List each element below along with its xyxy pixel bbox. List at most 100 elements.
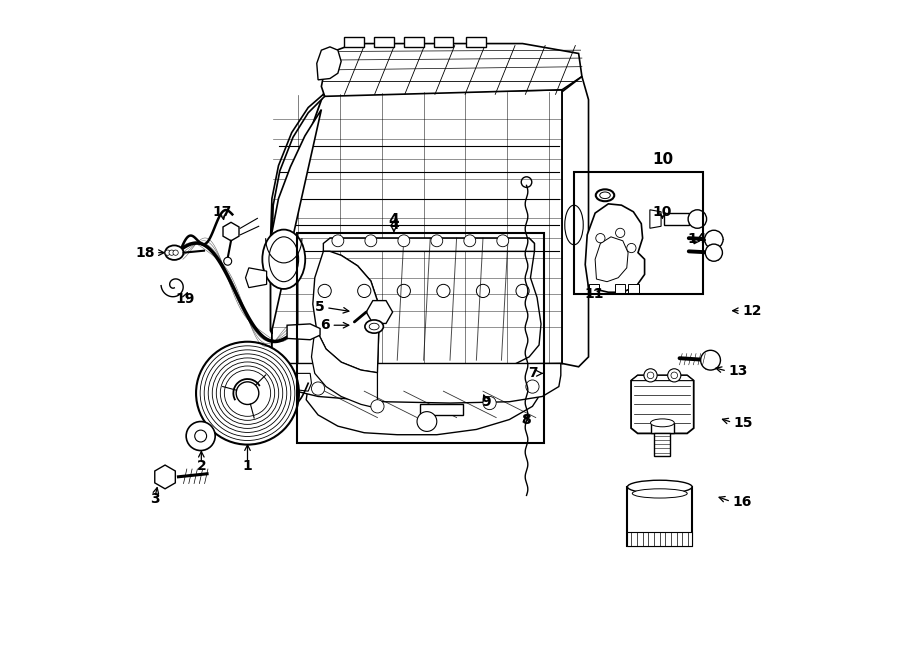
Ellipse shape <box>165 245 184 260</box>
Circle shape <box>357 284 371 297</box>
Circle shape <box>476 284 490 297</box>
Circle shape <box>671 372 678 379</box>
Circle shape <box>417 412 436 432</box>
Circle shape <box>705 230 723 249</box>
Polygon shape <box>223 222 239 241</box>
Ellipse shape <box>269 237 299 282</box>
Polygon shape <box>420 405 464 415</box>
Polygon shape <box>323 238 535 251</box>
Circle shape <box>647 372 653 379</box>
Circle shape <box>688 210 706 228</box>
Polygon shape <box>562 77 589 367</box>
Circle shape <box>516 284 529 297</box>
Ellipse shape <box>633 488 688 498</box>
Text: 7: 7 <box>528 366 537 380</box>
Circle shape <box>318 284 331 297</box>
Bar <box>627 531 692 546</box>
Circle shape <box>371 400 384 413</box>
Bar <box>589 284 599 294</box>
Circle shape <box>186 422 215 451</box>
Polygon shape <box>274 364 561 403</box>
Circle shape <box>497 235 508 247</box>
Bar <box>574 173 703 294</box>
Polygon shape <box>404 37 424 47</box>
Circle shape <box>169 250 175 255</box>
Polygon shape <box>271 95 325 334</box>
Polygon shape <box>287 324 320 340</box>
Circle shape <box>196 342 299 445</box>
Circle shape <box>236 382 259 405</box>
Ellipse shape <box>364 320 383 333</box>
Polygon shape <box>323 238 541 377</box>
Polygon shape <box>289 373 311 391</box>
Polygon shape <box>651 423 674 433</box>
Polygon shape <box>246 268 266 288</box>
Text: 6: 6 <box>320 318 330 332</box>
Text: 19: 19 <box>176 292 194 306</box>
Text: 18: 18 <box>135 246 155 260</box>
Polygon shape <box>306 373 541 435</box>
Bar <box>627 487 692 546</box>
Polygon shape <box>321 44 582 97</box>
Circle shape <box>668 369 681 382</box>
Ellipse shape <box>369 323 379 330</box>
Ellipse shape <box>599 192 610 198</box>
Polygon shape <box>664 213 689 225</box>
Polygon shape <box>311 330 377 408</box>
Text: 5: 5 <box>315 300 325 315</box>
Bar <box>628 284 639 294</box>
Ellipse shape <box>565 205 583 245</box>
Ellipse shape <box>627 481 692 493</box>
Circle shape <box>526 380 539 393</box>
Polygon shape <box>585 204 644 292</box>
Polygon shape <box>374 37 394 47</box>
Text: 13: 13 <box>728 364 748 378</box>
Circle shape <box>311 382 325 395</box>
Circle shape <box>332 235 344 247</box>
Text: 1: 1 <box>243 459 252 473</box>
Circle shape <box>431 235 443 247</box>
Circle shape <box>194 430 207 442</box>
Ellipse shape <box>651 419 674 427</box>
Polygon shape <box>595 237 628 282</box>
Bar <box>615 284 626 294</box>
Text: 12: 12 <box>742 303 761 318</box>
Circle shape <box>364 235 377 247</box>
Text: 3: 3 <box>149 492 159 506</box>
Circle shape <box>596 233 605 243</box>
Circle shape <box>701 350 720 370</box>
Polygon shape <box>434 37 454 47</box>
Polygon shape <box>155 465 176 488</box>
Polygon shape <box>654 433 670 456</box>
Polygon shape <box>631 375 694 434</box>
Text: 16: 16 <box>733 495 751 509</box>
Text: 2: 2 <box>196 459 206 473</box>
Polygon shape <box>345 37 364 47</box>
Text: 11: 11 <box>584 288 604 301</box>
Text: 9: 9 <box>482 395 491 408</box>
Text: 10: 10 <box>652 205 672 219</box>
Ellipse shape <box>262 229 305 289</box>
Polygon shape <box>466 37 486 47</box>
Polygon shape <box>271 110 321 330</box>
Text: 17: 17 <box>212 205 232 219</box>
Text: 15: 15 <box>734 416 753 430</box>
Circle shape <box>464 235 476 247</box>
Circle shape <box>483 397 496 410</box>
Text: 10: 10 <box>652 152 673 167</box>
Polygon shape <box>317 47 341 80</box>
Circle shape <box>706 244 723 261</box>
Polygon shape <box>272 90 562 367</box>
Circle shape <box>165 250 170 255</box>
Circle shape <box>173 250 178 255</box>
Circle shape <box>616 228 625 237</box>
Circle shape <box>626 243 636 253</box>
Circle shape <box>224 257 231 265</box>
Text: 8: 8 <box>521 412 531 426</box>
Polygon shape <box>313 251 379 373</box>
Circle shape <box>436 284 450 297</box>
Polygon shape <box>650 210 662 228</box>
Text: 4: 4 <box>389 218 399 232</box>
Text: 4: 4 <box>389 213 400 227</box>
Circle shape <box>398 235 410 247</box>
